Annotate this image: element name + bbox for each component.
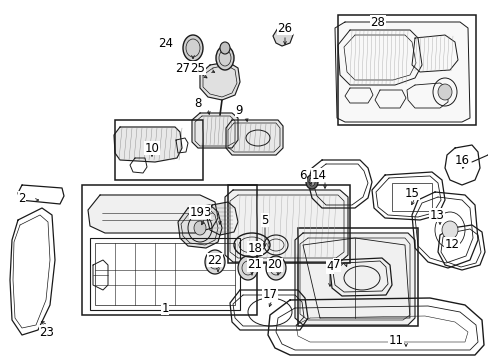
- Ellipse shape: [194, 221, 205, 235]
- Polygon shape: [334, 22, 469, 122]
- Text: 19: 19: [189, 206, 204, 219]
- Ellipse shape: [238, 256, 258, 280]
- Ellipse shape: [308, 178, 314, 186]
- Ellipse shape: [437, 84, 451, 100]
- Text: 12: 12: [444, 238, 459, 251]
- Polygon shape: [114, 127, 182, 162]
- Text: 6: 6: [299, 168, 306, 181]
- Text: 26: 26: [277, 22, 292, 35]
- Ellipse shape: [204, 250, 224, 274]
- Polygon shape: [294, 233, 414, 325]
- Polygon shape: [206, 202, 238, 235]
- Ellipse shape: [265, 256, 285, 280]
- Text: 10: 10: [144, 141, 159, 154]
- Ellipse shape: [441, 221, 457, 239]
- Bar: [95, 243, 235, 305]
- Polygon shape: [178, 205, 222, 248]
- Ellipse shape: [220, 42, 229, 54]
- Text: 7: 7: [332, 258, 340, 271]
- Polygon shape: [192, 113, 238, 148]
- Text: 24: 24: [158, 36, 173, 50]
- Text: 1: 1: [161, 302, 168, 315]
- Polygon shape: [225, 120, 283, 155]
- Text: 15: 15: [404, 186, 419, 199]
- Text: 16: 16: [453, 153, 468, 166]
- Bar: [297, 228, 417, 326]
- Text: 2: 2: [18, 192, 26, 204]
- Text: 18: 18: [247, 242, 262, 255]
- Bar: [90, 238, 240, 310]
- Text: 13: 13: [428, 208, 444, 221]
- Text: 11: 11: [387, 333, 403, 346]
- Text: 14: 14: [311, 168, 326, 181]
- Text: 22: 22: [207, 253, 222, 266]
- Text: 9: 9: [235, 104, 242, 117]
- Bar: [337, 15, 475, 125]
- Text: 27: 27: [175, 62, 190, 75]
- Text: 23: 23: [40, 325, 54, 338]
- Text: 25: 25: [190, 62, 205, 75]
- Ellipse shape: [305, 175, 317, 189]
- Text: 28: 28: [370, 15, 385, 28]
- Polygon shape: [224, 190, 347, 262]
- Text: 5: 5: [261, 213, 268, 226]
- Text: 21: 21: [247, 258, 262, 271]
- Ellipse shape: [183, 35, 203, 61]
- Text: 17: 17: [262, 288, 277, 302]
- Polygon shape: [272, 25, 292, 46]
- Bar: [227, 185, 349, 263]
- Text: 4: 4: [325, 261, 333, 274]
- Polygon shape: [200, 62, 240, 100]
- Ellipse shape: [216, 46, 234, 70]
- Bar: [82, 185, 257, 315]
- Bar: [115, 120, 203, 180]
- Text: 3: 3: [203, 206, 210, 219]
- Text: 20: 20: [267, 258, 282, 271]
- Polygon shape: [88, 195, 218, 233]
- Bar: [391, 183, 431, 211]
- Text: 8: 8: [194, 96, 201, 109]
